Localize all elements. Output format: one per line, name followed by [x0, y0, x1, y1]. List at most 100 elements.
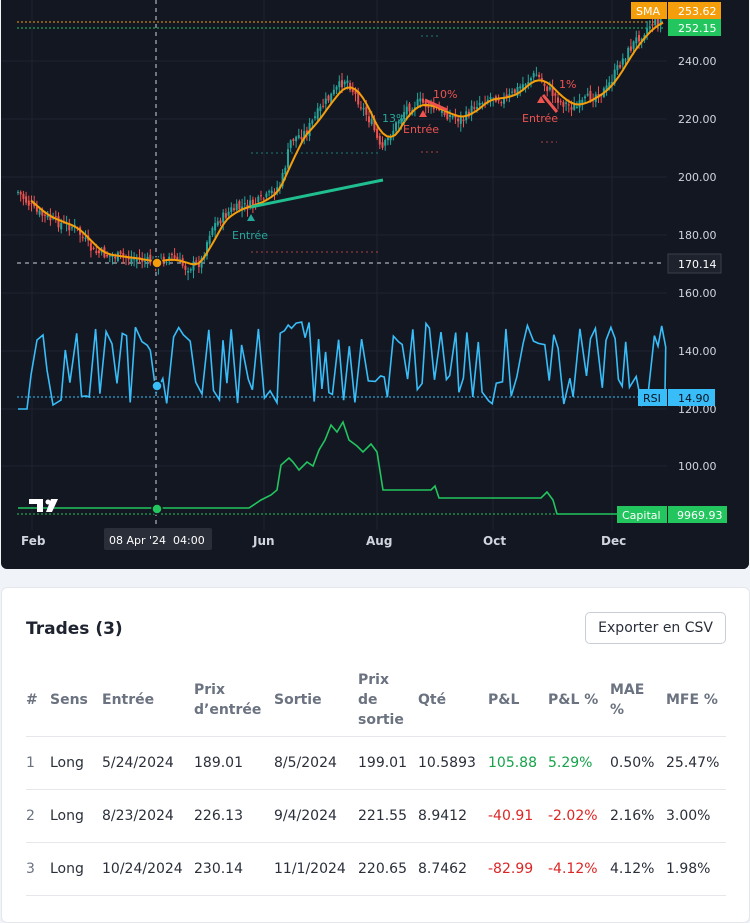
candle-body: [422, 98, 424, 103]
candle-body: [416, 99, 419, 106]
candle-body: [419, 98, 422, 102]
table-cell-mfe: 3.00%: [666, 789, 726, 843]
table-row[interactable]: 2 Long 8/23/2024 226.13 9/4/2024 221.55 8.9412…: [26, 789, 726, 843]
table-cell-mae: 2.16%: [610, 789, 666, 843]
candle-body: [346, 80, 349, 84]
candle-body: [327, 95, 330, 101]
table-row[interactable]: 3 Long 10/24/2024 230.14 11/1/2024 220.65 8.74…: [26, 842, 726, 896]
logo-shape: [37, 499, 43, 512]
table-cell-mfe: 1.98%: [666, 842, 726, 896]
table-cell-pnl: 105.88: [488, 736, 548, 790]
month-label: Jun: [252, 534, 275, 548]
column-header[interactable]: Qté: [418, 664, 488, 737]
candle-body: [316, 108, 319, 120]
column-header[interactable]: #: [26, 664, 50, 737]
table-row[interactable]: 1 Long 5/24/2024 189.01 8/5/2024 199.01 10.589…: [26, 736, 726, 790]
candle-body: [265, 193, 268, 198]
sma-name-label: SMA: [636, 5, 660, 18]
column-header[interactable]: Prix de sortie: [358, 664, 418, 737]
candle-body: [216, 221, 219, 226]
candle-body: [343, 81, 346, 85]
candle-body: [413, 107, 416, 109]
table-cell-entry: 10/24/2024: [102, 842, 194, 896]
candle-body: [632, 41, 635, 49]
candle-body: [260, 195, 262, 197]
entry-marker-1[interactable]: Entrée: [232, 214, 268, 242]
column-header[interactable]: MFE %: [666, 664, 726, 737]
column-header[interactable]: Sortie: [274, 664, 358, 737]
month-label: Dec: [601, 534, 626, 548]
rsi-value-label: 14.90: [678, 392, 710, 405]
candle-body: [505, 94, 508, 98]
candle-body: [276, 187, 279, 193]
price-chart[interactable]: 240.00 220.00 200.00 180.00 160.00 140.00 120.…: [1, 0, 749, 569]
entry-marker-2[interactable]: Entrée: [403, 110, 439, 136]
candle-body: [654, 18, 657, 26]
candle-body: [651, 24, 654, 26]
column-header[interactable]: Prix d’entrée: [194, 664, 274, 737]
candle-body: [424, 100, 427, 107]
candle-body: [89, 242, 92, 251]
candle-body: [376, 128, 379, 138]
table-cell-pnl: -40.91: [488, 789, 548, 843]
candle-body: [624, 59, 627, 61]
column-header[interactable]: MAE %: [610, 664, 666, 737]
candle-body: [54, 216, 57, 218]
candle-body: [49, 214, 52, 221]
candle-body: [330, 93, 333, 104]
column-header[interactable]: P&L: [488, 664, 548, 737]
capital-value-tag: [668, 506, 727, 523]
tradingview-logo[interactable]: [29, 499, 58, 512]
candle-body: [613, 69, 616, 84]
candle-body: [446, 112, 449, 120]
price-axis-label: 140.00: [678, 345, 717, 358]
candle-body: [322, 105, 325, 107]
column-header[interactable]: Sens: [50, 664, 102, 737]
crosshair-price-tag: [667, 253, 722, 274]
candle-body: [551, 87, 554, 96]
candle-body: [362, 108, 365, 110]
candle-body: [381, 142, 384, 148]
column-header[interactable]: P&L %: [548, 664, 610, 737]
entry-marker-3[interactable]: Entrée: [522, 96, 558, 125]
capital-name-label: Capital: [622, 509, 661, 522]
column-header[interactable]: Entrée: [102, 664, 194, 737]
export-csv-button[interactable]: Exporter en CSV: [585, 612, 726, 644]
entry-arrow-icon: [537, 96, 545, 103]
candle-body: [211, 227, 214, 235]
candle-body: [640, 38, 643, 42]
candle-body: [621, 58, 624, 65]
candle-body: [303, 130, 306, 139]
candle-body: [370, 119, 373, 125]
candle-body: [41, 209, 44, 216]
candle-body: [589, 91, 592, 101]
candle-body: [535, 74, 538, 76]
crosshair-capital-dot: [151, 503, 163, 515]
sma-value-label: 253.62: [678, 5, 717, 18]
candle-body: [130, 257, 133, 263]
candle-body: [459, 117, 462, 124]
entry-arrow-icon: [247, 214, 255, 221]
candle-body: [605, 85, 608, 90]
price-axis-label: 200.00: [678, 171, 717, 184]
candle-body: [365, 106, 368, 115]
candle-body: [400, 117, 403, 124]
candle-body: [30, 203, 33, 205]
chart-panel[interactable]: 240.00 220.00 200.00 180.00 160.00 140.00 120.…: [1, 0, 749, 569]
candle-body: [403, 111, 406, 120]
candle-body: [149, 254, 152, 264]
table-cell-exit-price: 220.65: [358, 842, 418, 896]
trade-connector-1: [250, 178, 384, 209]
candle-body: [195, 260, 198, 262]
table-cell-exit-price: 221.55: [358, 789, 418, 843]
trade-connector-3: [541, 94, 559, 113]
candle-body: [530, 78, 532, 81]
candle-body: [357, 90, 360, 105]
candle-body: [373, 118, 376, 131]
trades-title: Trades (3): [26, 619, 123, 639]
candle-body: [635, 37, 638, 44]
candle-body: [68, 225, 71, 231]
candle-body: [384, 140, 387, 146]
table-cell-exit: 11/1/2024: [274, 842, 358, 896]
table-cell-qty: 10.5893: [418, 736, 488, 790]
